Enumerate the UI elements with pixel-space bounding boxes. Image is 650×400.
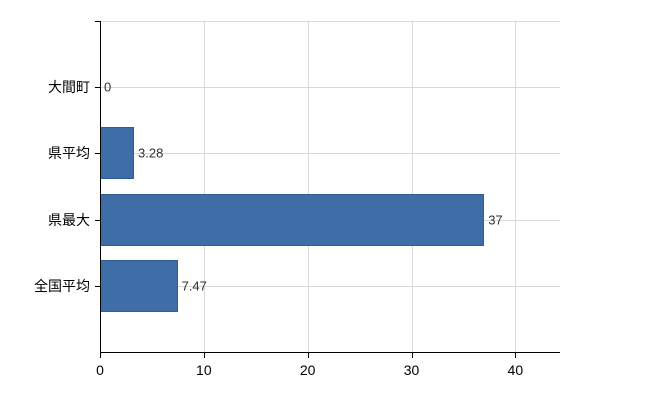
category-label: 大間町: [48, 79, 90, 96]
y-axis-tick: [95, 153, 100, 155]
y-axis-tick: [95, 87, 100, 89]
bar: [100, 259, 178, 312]
x-axis-tick: [203, 353, 205, 358]
x-axis-tick: [307, 353, 309, 358]
y-axis-line: [100, 21, 101, 353]
x-tick-label: 0: [96, 362, 104, 378]
plot-area: 0 大間町 3.28 県平均 37 県最大 7.47 全国平均 0 10 20 30 40: [34, 21, 560, 377]
h-gridline: [100, 87, 560, 89]
y-axis-tick: [95, 285, 100, 287]
x-tick-label: 30: [403, 362, 420, 378]
category-label: 県平均: [48, 145, 90, 162]
y-axis-tick: [95, 219, 100, 221]
y-axis-tick: [95, 21, 100, 22]
v-gridline: [515, 21, 517, 352]
h-gridline: [100, 285, 560, 287]
bar-value-label: 3.28: [138, 145, 164, 161]
v-gridline: [203, 21, 205, 352]
x-tick-label: 10: [196, 362, 212, 378]
x-axis-tick: [515, 353, 517, 358]
x-tick-label: 20: [299, 362, 316, 378]
category-label: 県最大: [48, 211, 90, 228]
h-gridline: [100, 153, 560, 155]
bar: [100, 127, 135, 180]
h-gridline: [100, 21, 560, 22]
x-axis-tick: [100, 353, 101, 358]
x-tick-label: 40: [507, 362, 524, 378]
category-label: 全国平均: [34, 277, 90, 294]
bar-value-label: 37: [488, 212, 503, 228]
x-axis-tick: [411, 353, 413, 358]
bar: [100, 193, 485, 246]
bar-value-label: 7.47: [181, 278, 207, 294]
bar-value-label: 0: [104, 79, 112, 95]
x-axis-line: [100, 352, 560, 353]
v-gridline: [307, 21, 309, 352]
v-gridline: [411, 21, 413, 352]
